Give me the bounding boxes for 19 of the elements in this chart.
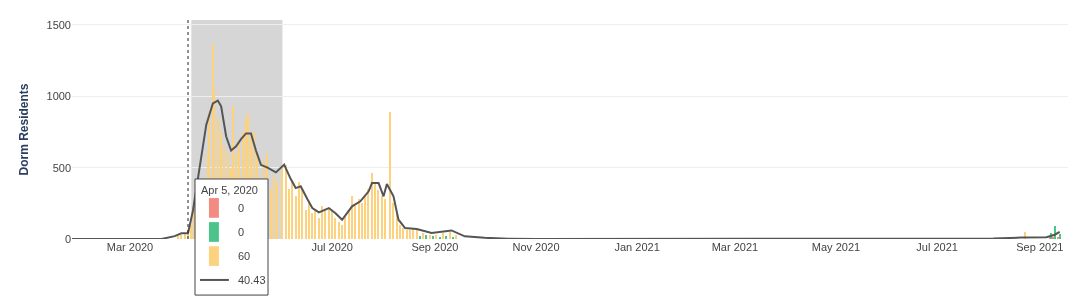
annotation: 0 [238, 226, 245, 238]
x-tick-label: Jul 2020 [311, 241, 353, 253]
text: 60 [238, 250, 251, 262]
y-tick-label: 1500 [46, 18, 71, 31]
x-tick-label: Jan 2021 [614, 241, 660, 253]
x-tick-label: Mar 2020 [106, 241, 154, 253]
text: 40.43 [238, 274, 266, 286]
x-tick-label: Jul 2021 [916, 241, 958, 253]
x-tick-label: May 2021 [811, 241, 861, 253]
y-tick-label: 500 [52, 161, 71, 174]
x-tick-label: Mar 2021 [711, 241, 759, 253]
annotation: Apr 5, 2020 [201, 184, 258, 196]
x-tick-label: Sep 2020 [411, 241, 459, 253]
y-axis-title: Dorm Residents [16, 83, 31, 176]
x-tick-label: Sep 2021 [1016, 241, 1064, 253]
x-tick-label: Nov 2020 [512, 241, 560, 253]
y-tick-label: 0 [64, 232, 71, 245]
annotation: 0 [238, 202, 245, 214]
y-tick-label: 1000 [46, 90, 71, 103]
